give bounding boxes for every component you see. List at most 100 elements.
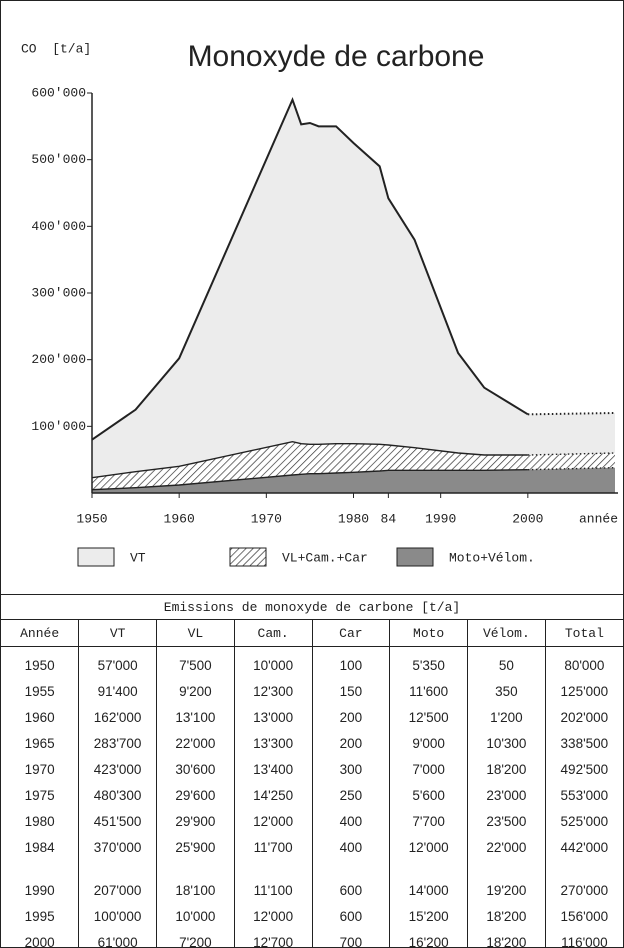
table-cell: 423'000 — [78, 756, 157, 782]
table-cell: 1984 — [24, 839, 55, 855]
table-cell: 7'500 — [156, 646, 235, 678]
table-cell: 283'700 — [78, 730, 157, 756]
table-cell: 16'200 — [389, 929, 468, 947]
y-tick-label: 600'000 — [31, 85, 86, 100]
chart-title: Monoxyde de carbone — [188, 40, 485, 73]
table-cell: 18'200 — [467, 756, 546, 782]
table-cell: 250 — [311, 782, 390, 808]
x-tick-label: 1990 — [425, 511, 456, 526]
table-cell: 14'250 — [233, 782, 312, 808]
area — [92, 441, 615, 490]
table-row: 1950 57'000 7'500 10'000 100 5'350 50 80'000 — [1, 646, 623, 678]
table-cell: 50 — [467, 646, 546, 678]
table-cell: 1995 — [24, 908, 55, 924]
table-cell: 12'700 — [233, 929, 312, 947]
area — [92, 467, 615, 493]
x-tick-label: 1970 — [251, 511, 282, 526]
table-cell: 57'000 — [78, 646, 157, 678]
table-cell: 1950 — [24, 657, 55, 673]
x-tick-label: 1960 — [164, 511, 195, 526]
table-cell: 14'000 — [389, 877, 468, 903]
legend-swatch — [77, 547, 115, 567]
header-cell: Vélom. — [467, 619, 546, 647]
legend-label: Moto+Vélom. — [449, 550, 535, 565]
header-cell: VT — [78, 619, 157, 647]
legend-swatch — [396, 547, 434, 567]
x-tick-label: 1980 — [338, 511, 369, 526]
table-cell: 22'000 — [156, 730, 235, 756]
table-cell: 29'900 — [156, 808, 235, 834]
table-row: 2000 61'000 7'200 12'700 700 16'200 18'200 116'… — [1, 929, 623, 948]
table-row: 1975 480'300 29'600 14'250 250 5'600 23'000 553… — [1, 782, 623, 808]
table-cell: 100'000 — [78, 903, 157, 929]
table-cell: 10'300 — [467, 730, 546, 756]
table-cell: 1'200 — [467, 704, 546, 730]
table-cell: 18'200 — [467, 903, 546, 929]
table-cell: 11'100 — [233, 877, 312, 903]
table-cell: 12'500 — [389, 704, 468, 730]
table-cell: 442'000 — [544, 834, 623, 877]
area — [92, 99, 615, 478]
table-cell: 400 — [311, 808, 390, 834]
table-cell: 600 — [311, 877, 390, 903]
table-cell: 11'600 — [389, 678, 468, 704]
series-edge-projection — [527, 466, 616, 471]
table-cell: 202'000 — [544, 704, 623, 730]
header-cell: Moto — [389, 619, 468, 647]
table-cell: 7'200 — [156, 929, 235, 947]
table-cell: 13'000 — [233, 704, 312, 730]
y-tick-label: 300'000 — [31, 285, 86, 300]
table-row: 1995 100'000 10'000 12'000 600 15'200 18'200 15… — [1, 903, 623, 929]
table-cell: 13'300 — [233, 730, 312, 756]
table-cell: 5'350 — [389, 646, 468, 678]
table-cell: 207'000 — [78, 877, 157, 903]
table-cell: 1955 — [24, 683, 55, 699]
table-row: 1965 283'700 22'000 13'300 200 9'000 10'300 338… — [1, 730, 623, 756]
table-cell: 1975 — [24, 787, 55, 803]
table-cell: 338'500 — [544, 730, 623, 756]
chart: Monoxyde de carbone CO [t/a] année 100'0… — [21, 40, 618, 567]
table-cell: 270'000 — [544, 877, 623, 903]
table-cell: 1965 — [24, 735, 55, 751]
table-cell: 10'000 — [233, 646, 312, 678]
x-tick-label: 1950 — [76, 511, 107, 526]
table-cell: 451'500 — [78, 808, 157, 834]
table-cell: 156'000 — [544, 903, 623, 929]
table-cell: 11'700 — [233, 834, 312, 877]
series-edge — [91, 440, 528, 479]
table-row: 1990 207'000 18'100 11'100 600 14'000 19'200 27… — [1, 877, 623, 903]
x-tick-label: 2000 — [512, 511, 543, 526]
y-tick-label: 200'000 — [31, 352, 86, 367]
table-cell: 9'000 — [389, 730, 468, 756]
table-cell: 12'300 — [233, 678, 312, 704]
header-cell: Année — [1, 619, 79, 647]
table-cell: 30'600 — [156, 756, 235, 782]
table-cell: 525'000 — [544, 808, 623, 834]
table-cell: 7'000 — [389, 756, 468, 782]
y-tick-label: 400'000 — [31, 219, 86, 234]
table-cell: 23'000 — [467, 782, 546, 808]
table-cell: 116'000 — [544, 929, 623, 947]
table-cell: 100 — [311, 646, 390, 678]
y-tick-label: 500'000 — [31, 152, 86, 167]
data-table: Emissions de monoxyde de carbone [t/a] A… — [1, 594, 623, 948]
table-cell: 12'000 — [233, 808, 312, 834]
table-cell: 22'000 — [467, 834, 546, 877]
table-cell: 18'100 — [156, 877, 235, 903]
table-cell: 12'000 — [233, 903, 312, 929]
table-cell: 400 — [311, 834, 390, 877]
table-cell: 13'100 — [156, 704, 235, 730]
table-cell: 150 — [311, 678, 390, 704]
table-cell: 162'000 — [78, 704, 157, 730]
table-cell: 10'000 — [156, 903, 235, 929]
series-edge — [91, 96, 529, 441]
table-cell: 25'900 — [156, 834, 235, 877]
x-axis-label: année — [579, 511, 618, 526]
table-row: 1955 91'400 9'200 12'300 150 11'600 350 125'000 — [1, 678, 623, 704]
table-cell: 2000 — [24, 934, 55, 948]
table-cell: 19'200 — [467, 877, 546, 903]
table-cell: 492'500 — [544, 756, 623, 782]
table-cell: 300 — [311, 756, 390, 782]
header-cell: Cam. — [233, 619, 312, 647]
